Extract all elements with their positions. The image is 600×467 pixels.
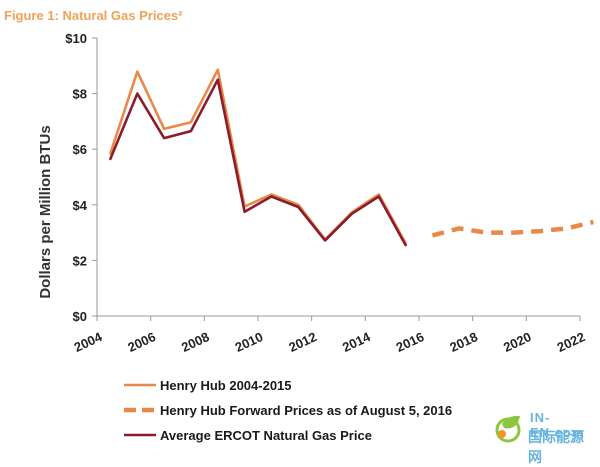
y-tick-label: $4: [73, 198, 88, 213]
watermark-cn: 国际能源网: [528, 429, 584, 465]
y-tick-label: $8: [73, 87, 87, 102]
series-line-0: [109, 68, 407, 245]
watermark-leaf-icon: [495, 415, 521, 443]
series-line-2: [109, 78, 407, 247]
axes: $0 $2 $4 $6 $8 $10 2004 2006 2008 2010 2012 2014 201…: [65, 31, 587, 355]
legend-label-0: Henry Hub 2004-2015: [160, 378, 292, 393]
legend-label-1: Henry Hub Forward Prices as of August 5,…: [160, 403, 452, 418]
x-tick-label: 2008: [179, 329, 212, 355]
x-tick-label: 2006: [125, 329, 158, 355]
chart-title: Figure 1: Natural Gas Prices²: [4, 8, 183, 23]
watermark: IN-EN.com 国际能源网: [488, 406, 596, 465]
chart-svg: $0 $2 $4 $6 $8 $10 2004 2006 2008 2010 2012 2014 201…: [37, 31, 594, 443]
y-tick-label: $0: [73, 309, 87, 324]
x-tick-label: 2022: [555, 329, 588, 355]
x-tick-label: 2016: [394, 329, 427, 355]
x-tick-label: 2012: [286, 329, 319, 355]
y-axis-title: Dollars per Million BTUs: [37, 125, 54, 298]
x-tick-label: 2004: [72, 329, 105, 355]
x-tick-label: 2018: [447, 329, 480, 355]
y-tick-label: $10: [65, 31, 87, 46]
watermark-en: IN-EN.com: [530, 410, 585, 440]
y-tick-label: $2: [73, 253, 87, 268]
x-tick-label: 2010: [233, 329, 266, 355]
legend-label-2: Average ERCOT Natural Gas Price: [160, 428, 372, 443]
x-tick-label: 2020: [501, 329, 534, 355]
y-tick-label: $6: [73, 142, 87, 157]
legend: Henry Hub 2004-2015 Henry Hub Forward Pri…: [124, 378, 452, 443]
x-tick-label: 2014: [340, 329, 373, 355]
chart-frame: Figure 1: Natural Gas Prices² $0 $2 $4 $6 $8…: [4, 8, 596, 465]
series-line-1: [431, 219, 594, 238]
series-layer: [109, 68, 594, 247]
